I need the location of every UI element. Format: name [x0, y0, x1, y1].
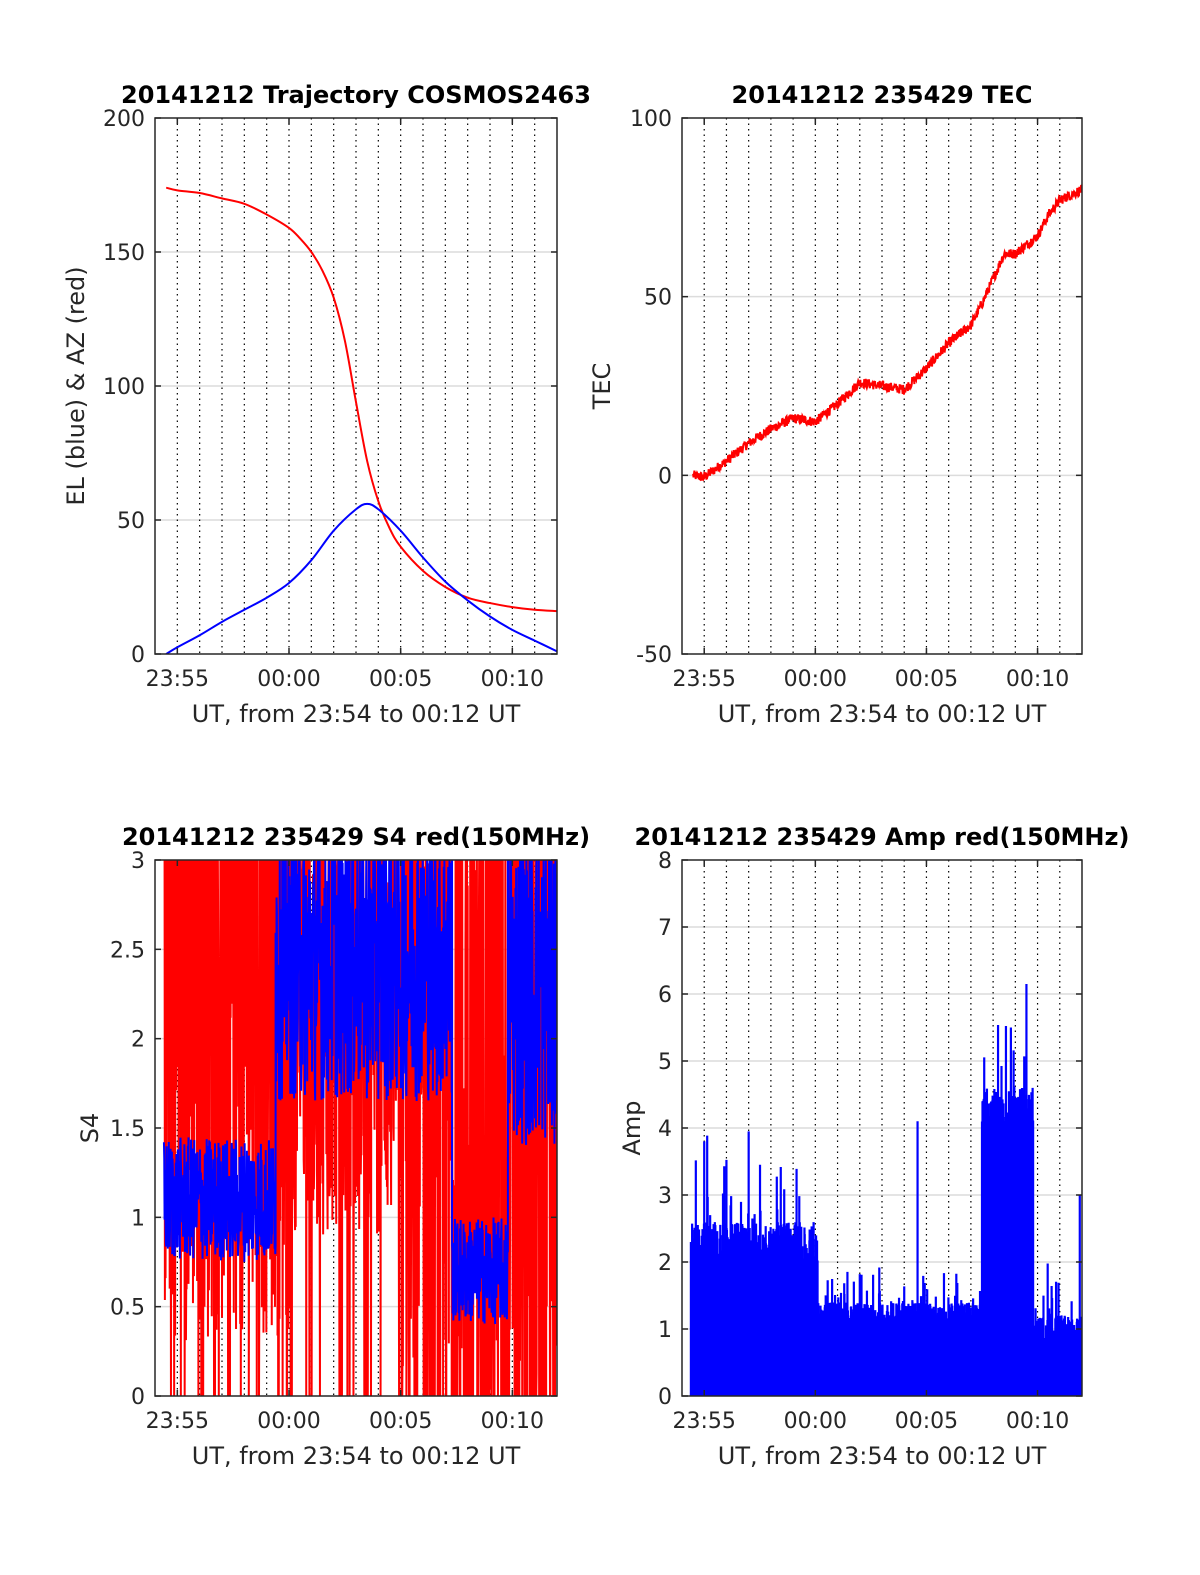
xtick-label-trajectory-3: 00:10: [481, 667, 544, 692]
ytick-label-trajectory-3: 150: [103, 241, 145, 266]
xtick-label-trajectory-1: 00:00: [257, 667, 320, 692]
xtick-label-s4-2: 00:05: [369, 1409, 432, 1434]
ytick-label-trajectory-4: 200: [103, 107, 145, 132]
ytick-label-tec-2: 50: [644, 286, 672, 311]
data-tec: [692, 184, 1082, 482]
title-tec: 20141212 235429 TEC: [732, 81, 1033, 109]
xtick-label-amp-0: 23:55: [673, 1409, 736, 1434]
ytick-label-tec-1: 0: [658, 464, 672, 489]
ytick-label-s4-1: 0.5: [110, 1296, 145, 1321]
ytick-label-amp-2: 2: [658, 1251, 672, 1276]
xtick-label-trajectory-2: 00:05: [369, 667, 432, 692]
ytick-label-s4-6: 3: [131, 849, 145, 874]
ytick-label-s4-5: 2.5: [110, 938, 145, 963]
xlabel-tec: UT, from 23:54 to 00:12 UT: [718, 700, 1047, 728]
ytick-label-amp-6: 6: [658, 983, 672, 1008]
ytick-label-tec-0: -50: [636, 643, 672, 668]
series-s4-0: [163, 860, 557, 1396]
xtick-label-amp-3: 00:10: [1006, 1409, 1069, 1434]
ytick-label-amp-5: 5: [658, 1050, 672, 1075]
xtick-label-s4-3: 00:10: [481, 1409, 544, 1434]
ytick-label-tec-3: 100: [630, 107, 672, 132]
xtick-label-trajectory-0: 23:55: [146, 667, 209, 692]
ylabel-s4: S4: [76, 1113, 104, 1144]
xtick-label-amp-2: 00:05: [895, 1409, 958, 1434]
ytick-label-amp-3: 3: [658, 1184, 672, 1209]
xlabel-trajectory: UT, from 23:54 to 00:12 UT: [192, 700, 521, 728]
ylabel-tec: TEC: [588, 363, 616, 411]
title-s4: 20141212 235429 S4 red(150MHz): [122, 823, 590, 851]
xtick-label-s4-0: 23:55: [146, 1409, 209, 1434]
ytick-label-s4-3: 1.5: [110, 1117, 145, 1142]
panel-s4: 20141212 235429 S4 red(150MHz) UT, from …: [76, 823, 590, 1470]
series-amp-0: [689, 983, 1082, 1396]
series-tec-0: [692, 184, 1082, 482]
ytick-label-amp-7: 7: [658, 916, 672, 941]
xlabel-s4: UT, from 23:54 to 00:12 UT: [192, 1442, 521, 1470]
title-trajectory: 20141212 Trajectory COSMOS2463: [121, 81, 591, 109]
xtick-label-amp-1: 00:00: [784, 1409, 847, 1434]
ytick-label-trajectory-1: 50: [117, 509, 145, 534]
ytick-label-s4-0: 0: [131, 1385, 145, 1410]
xtick-label-tec-0: 23:55: [673, 667, 736, 692]
xtick-label-tec-2: 00:05: [895, 667, 958, 692]
data-s4: [162, 860, 557, 1396]
series-trajectory-0: [165, 186, 557, 613]
data-trajectory: [165, 186, 557, 654]
ytick-label-trajectory-0: 0: [131, 643, 145, 668]
ytick-label-s4-4: 2: [131, 1028, 145, 1053]
panel-trajectory: 20141212 Trajectory COSMOS2463 UT, from …: [62, 81, 591, 728]
series-trajectory-1: [165, 502, 557, 654]
xtick-label-tec-1: 00:00: [784, 667, 847, 692]
xtick-label-tec-3: 00:10: [1006, 667, 1069, 692]
ytick-label-amp-8: 8: [658, 849, 672, 874]
ytick-label-s4-2: 1: [131, 1206, 145, 1231]
ytick-label-amp-4: 4: [658, 1117, 672, 1142]
ytick-label-amp-1: 1: [658, 1318, 672, 1343]
ytick-label-trajectory-2: 100: [103, 375, 145, 400]
axes-box-tec: [681, 117, 1083, 655]
title-amp: 20141212 235429 Amp red(150MHz): [635, 823, 1130, 851]
series-s4-1: [162, 860, 557, 1324]
panel-tec: 20141212 235429 TEC UT, from 23:54 to 00…: [588, 81, 1083, 728]
data-amp: [689, 983, 1082, 1396]
panel-amp: 20141212 235429 Amp red(150MHz) UT, from…: [618, 823, 1129, 1470]
ylabel-amp: Amp: [618, 1100, 646, 1155]
ylabel-trajectory: EL (blue) & AZ (red): [62, 266, 90, 505]
xtick-label-s4-1: 00:00: [257, 1409, 320, 1434]
xlabel-amp: UT, from 23:54 to 00:12 UT: [718, 1442, 1047, 1470]
ytick-label-amp-0: 0: [658, 1385, 672, 1410]
